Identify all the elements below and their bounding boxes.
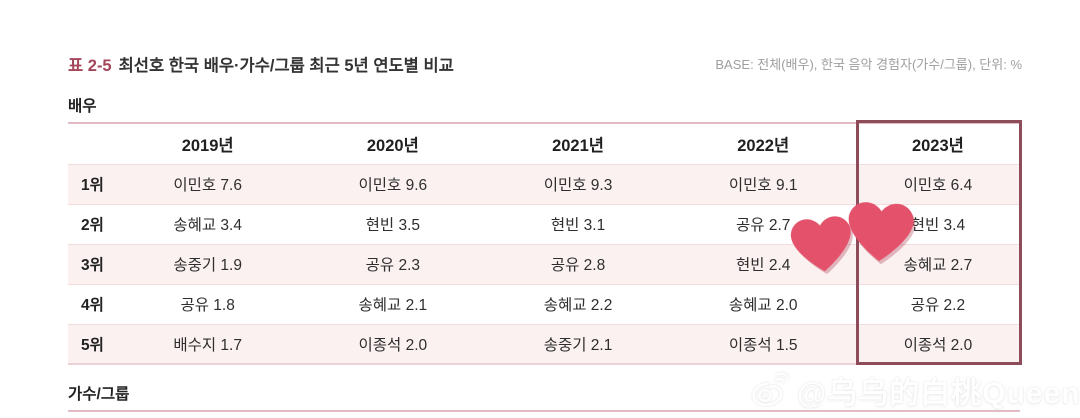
rank-label: 5위 <box>68 324 116 364</box>
rank-column-header <box>68 123 116 165</box>
actor-ranking-table: 2019년 2020년 2021년 2022년 2023년 1위 이민호 7.6… <box>68 122 1020 365</box>
actor-ranking-table-wrap: 2019년 2020년 2021년 2022년 2023년 1위 이민호 7.6… <box>68 122 1020 365</box>
title-row: 표 2-5 최선호 한국 배우·가수/그룹 최근 5년 연도별 비교 BASE:… <box>68 52 1022 76</box>
column-header-2023: 2023년 <box>855 123 1020 165</box>
table-row: 4위 공유 1.8 송혜교 2.1 송혜교 2.2 송혜교 2.0 공유 2.2 <box>68 284 1020 325</box>
column-header-2021: 2021년 <box>485 123 671 165</box>
section-label-actor: 배우 <box>68 98 97 115</box>
next-table-top-divider <box>68 410 1020 412</box>
column-header-2022: 2022년 <box>670 123 856 165</box>
rank-label: 3위 <box>68 244 116 285</box>
heart-icon <box>789 214 855 276</box>
cell-2019-rank2: 송혜교 3.4 <box>115 204 301 245</box>
cell-2021-rank2: 현빈 3.1 <box>485 204 671 245</box>
table-row: 5위 배수지 1.7 이종석 2.0 송중기 2.1 이종석 1.5 이종석 2… <box>68 324 1020 364</box>
cell-2020-rank4: 송혜교 2.1 <box>300 284 486 325</box>
base-note: BASE: 전체(배우), 한국 음악 경험자(가수/그룹), 단위: % <box>715 57 1022 72</box>
cell-2020-rank3: 공유 2.3 <box>300 244 486 285</box>
watermark: @乌乌的白桃Queen <box>750 368 1080 412</box>
table-header-row: 2019년 2020년 2021년 2022년 2023년 <box>68 123 1020 165</box>
cell-2022-rank5: 이종석 1.5 <box>670 324 856 364</box>
column-header-2020: 2020년 <box>300 123 486 165</box>
cell-2023-rank1: 이민호 6.4 <box>855 164 1020 205</box>
cell-2022-rank1: 이민호 9.1 <box>670 164 856 205</box>
section-label-singer-group: 가수/그룹 <box>68 386 130 403</box>
cell-2021-rank3: 공유 2.8 <box>485 244 671 285</box>
cell-2019-rank3: 송중기 1.9 <box>115 244 301 285</box>
rank-label: 1위 <box>68 164 116 205</box>
cell-2023-rank5: 이종석 2.0 <box>855 324 1020 364</box>
cell-2020-rank2: 현빈 3.5 <box>300 204 486 245</box>
page-title: 최선호 한국 배우·가수/그룹 최근 5년 연도별 비교 <box>118 57 454 75</box>
cell-2021-rank1: 이민호 9.3 <box>485 164 671 205</box>
rank-label: 4위 <box>68 284 116 325</box>
heart-icon <box>846 200 914 264</box>
watermark-text: @乌乌的白桃Queen <box>797 377 1080 410</box>
cell-2021-rank4: 송혜교 2.2 <box>485 284 671 325</box>
cell-2021-rank5: 송중기 2.1 <box>485 324 671 364</box>
table-row: 1위 이민호 7.6 이민호 9.6 이민호 9.3 이민호 9.1 이민호 6… <box>68 164 1020 205</box>
cell-2020-rank1: 이민호 9.6 <box>300 164 486 205</box>
cell-2019-rank1: 이민호 7.6 <box>115 164 301 205</box>
cell-2019-rank5: 배수지 1.7 <box>115 324 301 364</box>
cell-2022-rank4: 송혜교 2.0 <box>670 284 856 325</box>
column-header-2019: 2019년 <box>115 123 301 165</box>
cell-2020-rank5: 이종석 2.0 <box>300 324 486 364</box>
weibo-icon <box>752 372 790 406</box>
cell-2019-rank4: 공유 1.8 <box>115 284 301 325</box>
table-number-label: 표 2-5 <box>68 57 112 75</box>
cell-2023-rank4: 공유 2.2 <box>855 284 1020 325</box>
rank-label: 2위 <box>68 204 116 245</box>
